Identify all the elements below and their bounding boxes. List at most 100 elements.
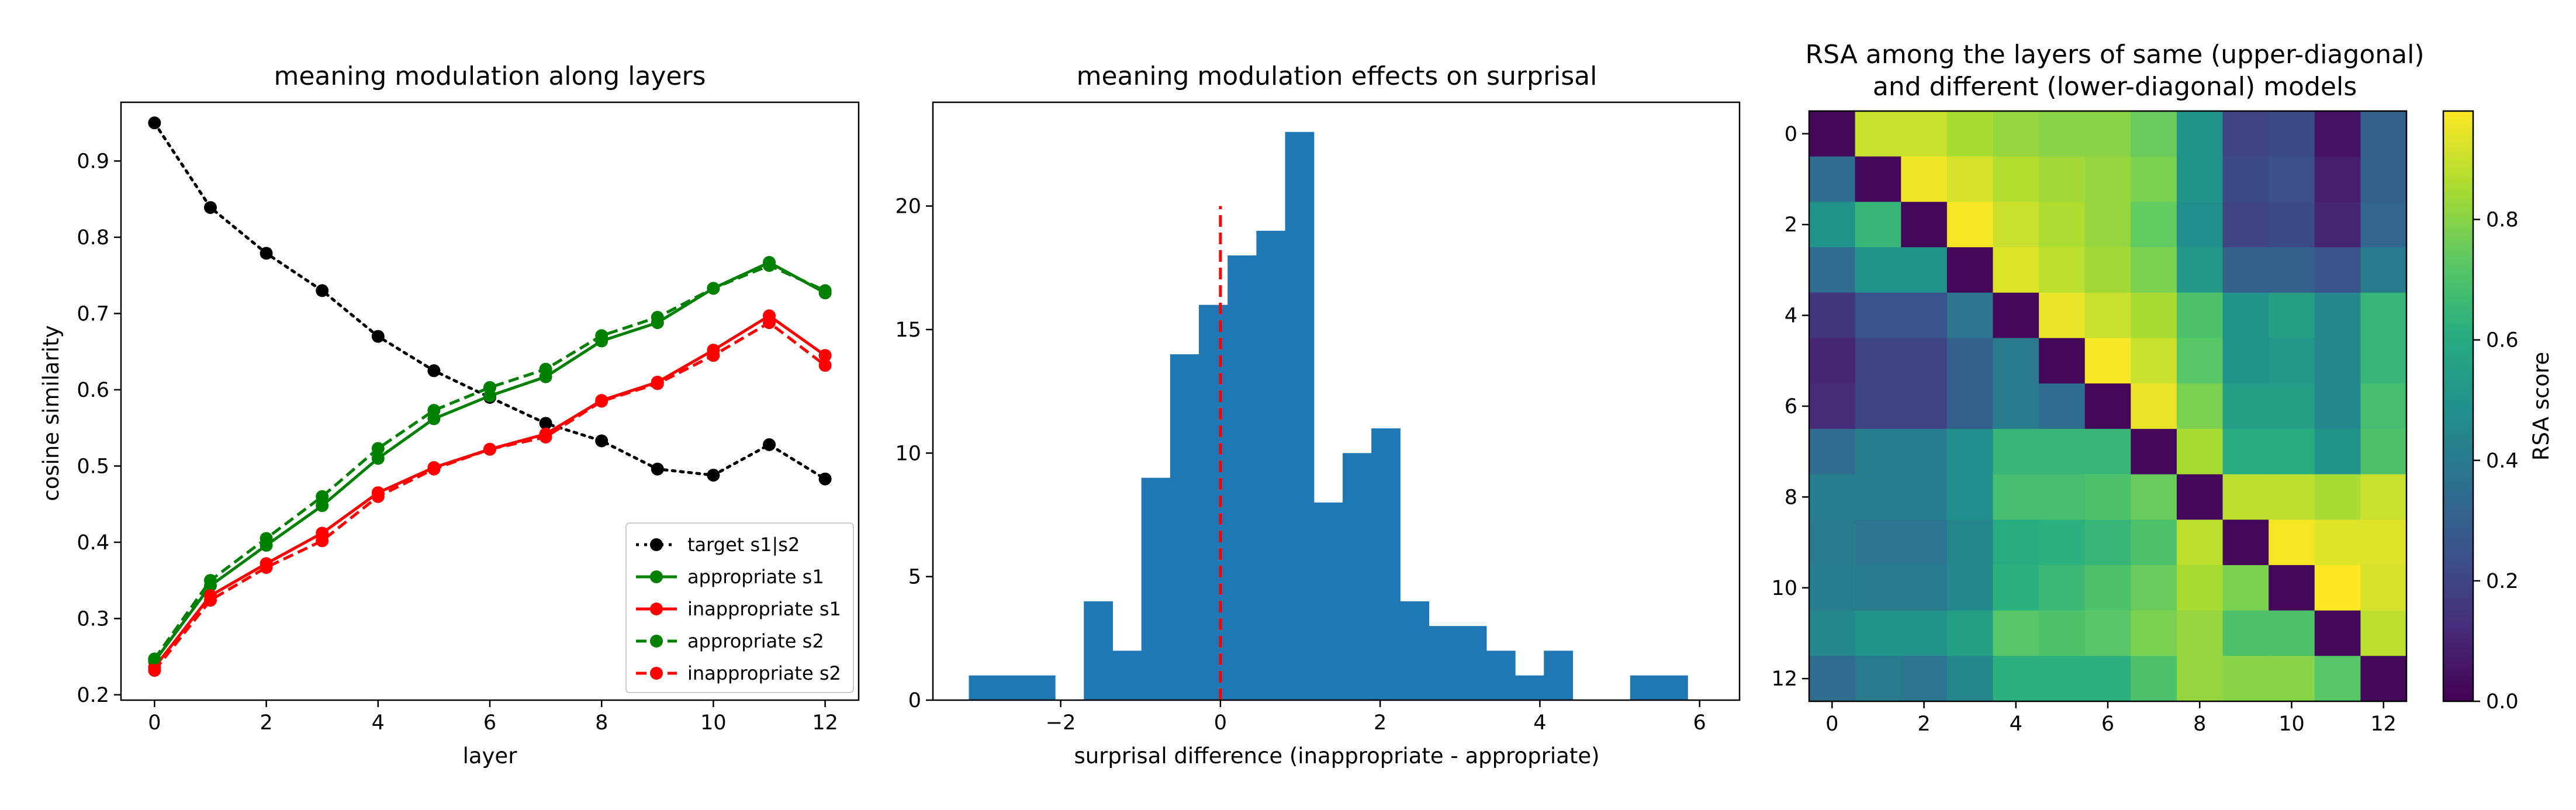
series-point (148, 116, 161, 130)
heatmap-cell (2084, 338, 2132, 384)
colorbar-tick-label: 0.2 (2486, 570, 2519, 593)
series-point (371, 452, 385, 465)
heatmap-cell (1809, 610, 1856, 657)
histogram-bar (1515, 675, 1544, 700)
series-point (148, 652, 161, 666)
heatmap-cell (1809, 156, 1856, 203)
heatmap-title-line-2: and different (lower-diagonal) models (1873, 72, 2357, 102)
heatmap-cell (2269, 520, 2315, 566)
series-point (203, 594, 217, 607)
heatmap-cell (1993, 656, 2039, 702)
legend-marker-2 (650, 603, 663, 615)
heatmap-cell (2176, 202, 2224, 248)
heatmap-cell (1993, 338, 2039, 384)
heatmap-cell (2039, 474, 2086, 521)
heatmap-cell (2222, 111, 2269, 157)
heatmap-cell (2039, 338, 2086, 384)
legend-label-2: inappropriate s1 (687, 598, 841, 620)
heatmap-cell (1993, 247, 2039, 293)
histogram-frame (932, 101, 1741, 701)
heatmap-cell (2176, 338, 2224, 384)
heatmap-cell (1855, 247, 1902, 293)
heatmap-cell (2269, 656, 2315, 702)
heatmap-cell (1993, 474, 2039, 521)
heatmap-cell (1901, 292, 1948, 339)
series-point (651, 462, 664, 476)
heatmap-cell (1946, 111, 1994, 157)
heatmap-cell (2222, 156, 2269, 203)
heatmap-cell (1855, 656, 1902, 702)
heatmap-cell (2222, 656, 2269, 702)
heatmap-cell (1809, 474, 1856, 521)
colorbar-tick-label: 0.0 (2486, 690, 2519, 714)
heatmap-cell (2131, 202, 2177, 248)
series-point (539, 430, 552, 444)
series-point (371, 490, 385, 503)
x-tick-label: 4 (2010, 712, 2022, 736)
heatmap-cell (1901, 383, 1948, 430)
histogram-xlabel: surprisal difference (inappropriate - ap… (1074, 743, 1599, 769)
heatmap-cell (2269, 338, 2315, 384)
heatmap-cell (2176, 474, 2224, 521)
heatmap-cell (1946, 202, 1994, 248)
heatmap-cell (2360, 520, 2407, 566)
legend-label-3: appropriate s2 (687, 630, 824, 652)
heatmap-cell (2269, 565, 2315, 611)
y-tick-label: 12 (1771, 667, 1797, 691)
series-point (427, 404, 441, 417)
heatmap-cell (1946, 428, 1994, 475)
y-tick-label: 0.4 (77, 531, 109, 555)
heatmap-cell (1946, 156, 1994, 203)
heatmap-cell (2360, 247, 2407, 293)
series-point (707, 469, 720, 482)
heatmap-cell (1901, 202, 1948, 248)
heatmap-cell (1993, 202, 2039, 248)
histogram-title: meaning modulation effects on surprisal (1077, 61, 1598, 91)
heatmap-cell (2039, 610, 2086, 657)
heatmap-cell (2039, 565, 2086, 611)
legend-label-4: inappropriate s2 (687, 662, 841, 684)
heatmap-cell (1993, 383, 2039, 430)
heatmap-cell (2084, 610, 2132, 657)
y-tick-label: 0.3 (77, 607, 109, 631)
histogram-bar (1429, 626, 1458, 700)
heatmap-cell (2131, 428, 2177, 475)
heatmap-cell (2314, 202, 2361, 248)
heatmap-frame (1808, 110, 2408, 702)
heatmap-cell (2176, 610, 2224, 657)
heatmap-cell (1901, 656, 1948, 702)
heatmap-cell (2039, 428, 2086, 475)
series-point (763, 259, 776, 272)
heatmap-cell (1993, 156, 2039, 203)
heatmap-cell (2131, 247, 2177, 293)
series-line-0 (153, 121, 827, 481)
heatmap-cell (2222, 520, 2269, 566)
heatmap-cell (2131, 338, 2177, 384)
heatmap-cell (2269, 292, 2315, 339)
series-point (203, 201, 217, 214)
series-point (316, 284, 329, 297)
histogram-bar (1486, 650, 1516, 700)
histogram-bar (1170, 354, 1199, 700)
heatmap-cell (2131, 610, 2177, 657)
heatmap-cell (1855, 565, 1902, 611)
histogram-bar (1659, 675, 1688, 700)
heatmap-cell (2360, 383, 2407, 430)
heatmap-cell (1901, 610, 1948, 657)
heatmap-cell (1901, 565, 1948, 611)
heatmap-cell (2269, 383, 2315, 430)
series-point (427, 364, 441, 378)
heatmap-cell (2084, 156, 2132, 203)
heatmap-cell (2084, 247, 2132, 293)
heatmap-cell (1809, 292, 1856, 339)
heatmap-cell (1901, 474, 1948, 521)
heatmap-cell (2222, 474, 2269, 521)
series-point (316, 534, 329, 548)
series-point (148, 664, 161, 677)
heatmap-cell (2360, 656, 2407, 702)
heatmap-cell (2131, 565, 2177, 611)
x-tick-label: 6 (483, 711, 496, 735)
heatmap-cell (2176, 565, 2224, 611)
heatmap-cell (2131, 656, 2177, 702)
heatmap-cell (1946, 565, 1994, 611)
